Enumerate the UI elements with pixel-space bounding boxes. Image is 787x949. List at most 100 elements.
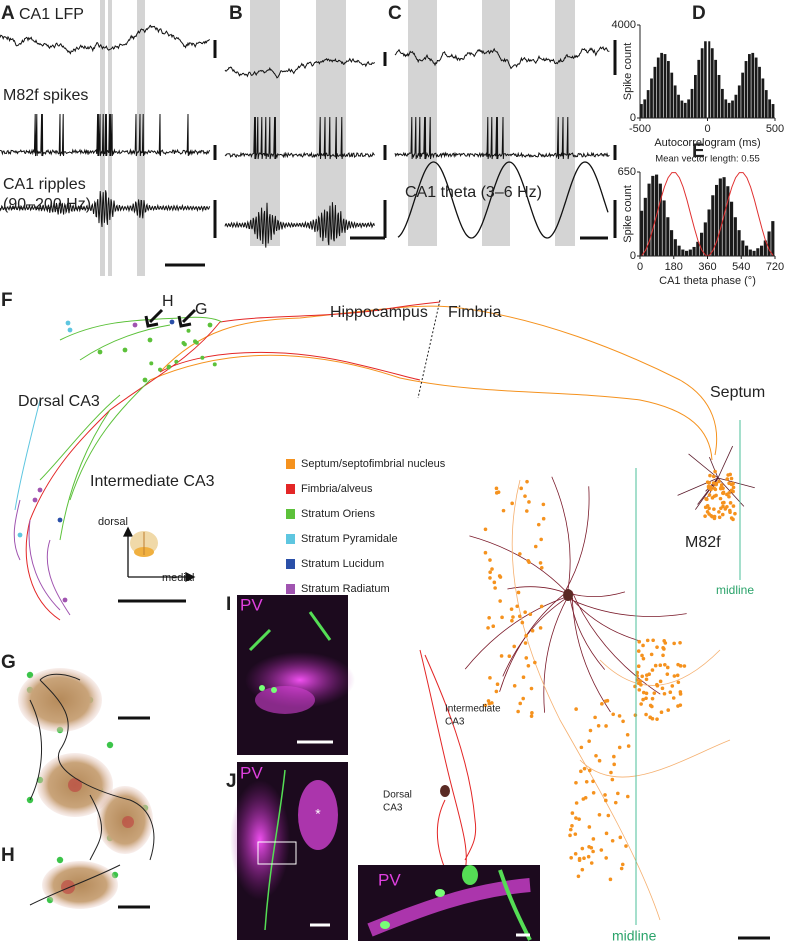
bar: [724, 99, 728, 118]
bouton: [608, 877, 613, 882]
pointer-arrows: [144, 308, 197, 328]
stain-label: PV: [240, 595, 263, 614]
legend-swatch: [286, 534, 295, 544]
bouton: [729, 476, 734, 481]
bouton: [652, 691, 657, 695]
bouton: [193, 339, 198, 344]
arrow-label: H: [162, 293, 174, 310]
bouton: [644, 691, 649, 696]
dendrite: [568, 591, 606, 670]
bouton: [676, 704, 680, 708]
bouton: [200, 355, 205, 360]
bouton: [494, 689, 499, 694]
bar: [763, 240, 767, 256]
bouton: [582, 856, 586, 861]
dendrite: [551, 476, 571, 593]
bouton: [495, 682, 500, 686]
bouton: [518, 701, 523, 706]
region-label: Dorsal CA3: [18, 393, 100, 410]
trace: [394, 45, 610, 70]
bouton: [612, 754, 616, 759]
bouton: [726, 473, 730, 477]
x-tick-label: -500: [629, 123, 651, 135]
bar: [711, 195, 715, 256]
bar: [673, 85, 677, 118]
bouton: [613, 800, 618, 805]
bar: [741, 240, 745, 256]
bouton: [539, 537, 543, 542]
bouton: [524, 656, 529, 660]
bar: [643, 99, 647, 118]
arrow-label: G: [195, 301, 207, 318]
bouton: [488, 570, 492, 575]
bouton: [501, 508, 506, 513]
bouton: [728, 510, 732, 515]
bar: [697, 59, 701, 118]
bouton: [490, 567, 494, 571]
bouton: [668, 690, 673, 694]
bar: [707, 41, 711, 118]
bouton: [158, 367, 163, 372]
bouton: [709, 513, 713, 518]
bar: [690, 88, 694, 118]
bar: [717, 74, 721, 118]
bouton: [655, 683, 660, 688]
bouton: [672, 641, 676, 646]
bouton: [703, 514, 707, 518]
bouton: [573, 832, 578, 836]
bouton: [530, 711, 534, 715]
bouton: [167, 364, 172, 369]
bar: [688, 249, 692, 256]
bouton: [500, 615, 504, 620]
bar: [662, 200, 666, 256]
bouton: [591, 837, 596, 841]
bar: [768, 99, 772, 118]
bouton: [511, 615, 515, 619]
bouton: [579, 745, 584, 750]
bouton: [122, 347, 128, 353]
bouton: [57, 517, 63, 523]
bouton: [721, 504, 725, 509]
bouton: [644, 677, 649, 682]
bouton: [519, 486, 524, 491]
bouton: [660, 686, 665, 691]
bouton: [587, 844, 591, 849]
stain-label: PV: [378, 870, 401, 889]
trace-label: CA1 ripples: [3, 176, 86, 193]
bouton: [486, 699, 491, 703]
dendrite: [717, 477, 755, 489]
trace: [224, 116, 375, 160]
bouton: [17, 532, 23, 538]
bouton: [707, 493, 712, 497]
bar: [653, 66, 657, 118]
bar: [751, 52, 755, 118]
bar: [752, 250, 756, 256]
bouton: [712, 507, 716, 511]
bouton: [596, 724, 601, 728]
x-axis-label: CA1 theta phase (°): [659, 275, 756, 287]
bouton: [582, 766, 587, 771]
bar: [741, 72, 745, 118]
bar: [670, 72, 674, 118]
trace: [397, 161, 609, 239]
bouton: [62, 597, 68, 603]
bouton: [529, 686, 534, 691]
panel-label: A: [1, 3, 15, 24]
bar: [640, 210, 644, 256]
bar: [677, 245, 681, 256]
bouton: [641, 697, 645, 702]
bouton: [525, 509, 529, 513]
bouton: [644, 696, 648, 701]
bar: [640, 104, 643, 118]
bouton: [56, 856, 64, 864]
bouton: [662, 691, 667, 696]
bouton: [625, 794, 630, 799]
dendrite: [571, 590, 661, 695]
bouton: [640, 674, 645, 679]
bar: [685, 250, 689, 256]
bouton: [591, 849, 595, 854]
bouton: [568, 827, 573, 832]
bouton: [583, 795, 588, 800]
scale-bars: [165, 40, 617, 267]
